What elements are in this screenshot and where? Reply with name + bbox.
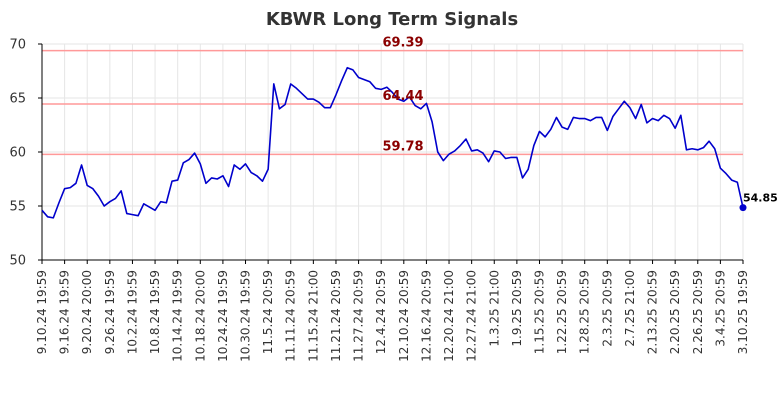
x-tick-label: 1.9.25 20:59 bbox=[510, 270, 524, 347]
x-tick-label: 11.5.24 20:59 bbox=[261, 270, 275, 354]
x-tick-label: 12.27.24 21:00 bbox=[465, 270, 479, 362]
x-tick-label: 10.14.24 19:59 bbox=[171, 270, 185, 362]
x-tick-label: 11.11.24 20:59 bbox=[284, 270, 298, 362]
x-tick-label: 2.7.25 21:00 bbox=[623, 270, 637, 347]
x-tick-label: 10.18.24 20:00 bbox=[193, 270, 207, 362]
y-tick-label: 70 bbox=[9, 38, 26, 53]
x-tick-label: 3.4.25 20:59 bbox=[713, 270, 727, 347]
y-tick-label: 65 bbox=[9, 92, 26, 107]
x-tick-label: 9.10.24 19:59 bbox=[35, 270, 49, 354]
x-tick-label: 1.3.25 21:00 bbox=[487, 270, 501, 347]
x-tick-label: 2.3.25 20:59 bbox=[600, 270, 614, 347]
x-tick-label: 11.15.24 21:00 bbox=[306, 270, 320, 362]
x-tick-label: 10.8.24 19:59 bbox=[148, 270, 162, 354]
y-tick-label: 60 bbox=[9, 146, 26, 161]
x-tick-label: 10.24.24 19:59 bbox=[216, 270, 230, 362]
x-tick-label: 2.13.25 20:59 bbox=[646, 270, 660, 354]
x-tick-label: 11.27.24 20:59 bbox=[352, 270, 366, 362]
x-axis-ticks: 9.10.24 19:59 9.16.24 19:59 9.20.24 20:00 9… bbox=[35, 260, 750, 362]
last-value-point bbox=[739, 204, 747, 212]
last-value-label: 54.85 bbox=[743, 192, 778, 205]
x-tick-label: 9.26.24 19:59 bbox=[103, 270, 117, 354]
x-tick-label: 12.20.24 21:00 bbox=[442, 270, 456, 362]
x-tick-label: 2.20.25 20:59 bbox=[668, 270, 682, 354]
x-tick-label: 11.21.24 20:59 bbox=[329, 270, 343, 362]
chart-title: KBWR Long Term Signals bbox=[266, 9, 518, 30]
x-tick-label: 12.4.24 20:59 bbox=[374, 270, 388, 354]
x-tick-label: 1.22.25 20:59 bbox=[555, 270, 569, 354]
x-tick-label: 9.16.24 19:59 bbox=[58, 270, 72, 354]
reference-line-label: 69.39 bbox=[382, 36, 423, 51]
x-tick-label: 10.30.24 19:59 bbox=[239, 270, 253, 362]
reference-line-label: 59.78 bbox=[382, 139, 423, 154]
x-tick-label: 12.10.24 20:59 bbox=[397, 270, 411, 362]
y-axis-ticks: 50 55 60 65 70 bbox=[9, 38, 42, 269]
y-tick-label: 50 bbox=[9, 254, 26, 269]
y-tick-label: 55 bbox=[9, 200, 26, 215]
x-tick-label: 9.20.24 20:00 bbox=[80, 270, 94, 354]
reference-line-labels: 69.39 64.44 59.78 bbox=[382, 36, 423, 155]
reference-line-label: 64.44 bbox=[382, 89, 423, 104]
x-tick-label: 1.15.25 20:59 bbox=[532, 270, 546, 354]
series-line bbox=[41, 66, 744, 219]
x-tick-label: 12.16.24 20:59 bbox=[419, 270, 433, 362]
x-tick-label: 1.28.25 20:59 bbox=[578, 270, 592, 354]
x-tick-label: 3.10.25 19:59 bbox=[736, 270, 750, 354]
x-tick-label: 2.26.25 20:59 bbox=[691, 270, 705, 354]
x-tick-label: 10.2.24 19:59 bbox=[125, 270, 139, 354]
series: 54.85 bbox=[41, 66, 778, 219]
